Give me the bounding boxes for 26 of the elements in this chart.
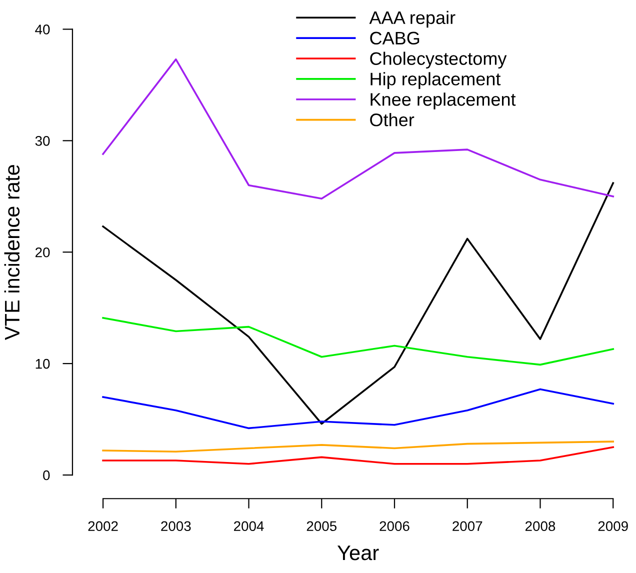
x-tick-label: 2003: [161, 521, 191, 532]
x-tick-label: 2007: [452, 521, 482, 532]
line-series: [102, 316, 614, 366]
y-tick-label: 30: [35, 136, 50, 146]
legend-label: Other: [370, 113, 414, 126]
x-axis-title: Year: [337, 546, 379, 560]
y-tick-label: 40: [35, 24, 50, 34]
legend-label: Hip replacement: [370, 72, 501, 89]
y-tick-label: 20: [36, 247, 50, 258]
line-series: [102, 440, 614, 453]
y-tick-label: 10: [36, 358, 50, 369]
legend-label: AAA repair: [369, 10, 456, 28]
line-series: [102, 446, 614, 465]
x-tick-label: 2004: [234, 521, 264, 532]
line-series: [102, 182, 614, 425]
y-axis-title: VTE incidence rate: [4, 165, 20, 340]
x-tick-label: 2008: [525, 521, 556, 532]
legend-label: CABG: [370, 32, 420, 45]
x-tick-label: 2006: [380, 521, 410, 532]
line-series: [102, 388, 614, 430]
legend-label: Cholecystectomy: [370, 52, 507, 69]
x-tick-label: 2005: [306, 521, 336, 532]
y-tick-label: 0: [43, 470, 50, 480]
x-tick-label: 2009: [598, 521, 628, 532]
x-tick-label: 2002: [88, 521, 118, 532]
legend-label: Knee replacement: [370, 92, 516, 110]
